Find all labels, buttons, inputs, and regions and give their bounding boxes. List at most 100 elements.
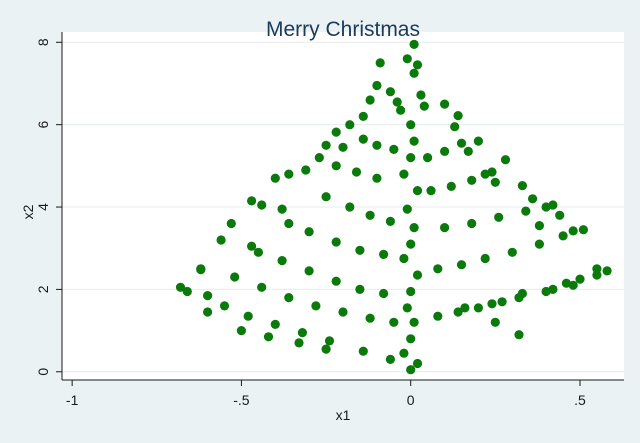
data-point — [406, 334, 416, 344]
data-point — [487, 299, 497, 309]
data-point — [247, 241, 257, 251]
data-point — [277, 204, 287, 214]
data-point — [372, 173, 382, 183]
data-point — [456, 260, 467, 270]
data-point — [534, 221, 545, 231]
data-point — [338, 307, 348, 317]
y-axis-ticks: 0 2 4 6 8 — [35, 38, 62, 376]
data-point — [409, 39, 419, 50]
data-point — [463, 146, 473, 156]
data-point — [203, 307, 213, 317]
data-point — [507, 247, 517, 257]
data-point — [423, 153, 433, 163]
data-point — [487, 167, 497, 177]
data-point — [196, 265, 206, 275]
y-tick-label: 6 — [35, 121, 51, 129]
data-point — [555, 210, 565, 220]
data-point — [385, 216, 395, 226]
data-point — [331, 237, 341, 247]
data-point — [203, 291, 213, 301]
data-point — [358, 134, 368, 144]
data-point — [375, 58, 385, 68]
x-axis-ticks: -1 -.5 0 .5 — [66, 380, 586, 408]
data-point — [331, 161, 341, 171]
plot-region-background — [62, 32, 624, 380]
data-point — [230, 272, 240, 282]
data-point — [412, 358, 423, 369]
data-point — [389, 144, 399, 154]
data-point — [490, 317, 500, 327]
data-point — [528, 194, 538, 204]
chart-title: Merry Christmas — [266, 18, 420, 41]
data-point — [575, 274, 585, 284]
data-point — [592, 270, 602, 280]
data-point — [257, 200, 267, 210]
data-point — [284, 218, 294, 229]
data-point — [409, 68, 419, 78]
data-point — [440, 223, 450, 233]
x-tick-label: -.5 — [233, 392, 250, 408]
data-point — [473, 136, 483, 146]
data-point — [270, 173, 280, 183]
data-point — [365, 313, 375, 323]
data-point — [500, 155, 511, 165]
data-point — [219, 301, 230, 311]
data-point — [304, 266, 314, 276]
data-point — [460, 303, 470, 313]
data-point — [534, 239, 545, 249]
data-point — [412, 270, 423, 280]
data-point — [446, 181, 456, 191]
data-point — [467, 175, 477, 185]
data-point — [385, 87, 395, 97]
data-point — [406, 365, 416, 375]
data-point — [284, 293, 294, 303]
data-points — [175, 39, 612, 375]
data-point — [548, 200, 558, 210]
data-point — [402, 204, 412, 214]
data-point — [558, 231, 568, 241]
data-point — [426, 186, 436, 196]
data-point — [453, 111, 463, 121]
data-point — [514, 330, 524, 340]
x-tick-label: -1 — [66, 392, 79, 408]
data-point — [263, 332, 274, 342]
data-point — [568, 226, 578, 236]
data-point — [406, 239, 416, 249]
data-point — [494, 212, 504, 222]
data-point — [521, 206, 531, 216]
data-point — [497, 297, 507, 307]
data-point — [358, 346, 368, 356]
data-point — [453, 307, 463, 317]
gridlines — [62, 41, 624, 373]
data-point — [473, 303, 483, 313]
y-tick-label: 0 — [35, 368, 51, 376]
data-point — [440, 99, 450, 109]
data-point — [379, 249, 389, 259]
data-point — [392, 97, 402, 107]
data-point — [314, 153, 324, 163]
data-point — [355, 245, 365, 255]
data-point — [419, 101, 429, 111]
data-point — [379, 288, 389, 299]
data-point — [409, 223, 419, 233]
data-point — [277, 256, 287, 266]
data-point — [541, 286, 551, 297]
data-point — [345, 202, 355, 212]
data-point — [247, 196, 257, 206]
data-point — [402, 54, 412, 64]
data-point — [517, 181, 528, 191]
x-tick-label: .5 — [574, 392, 586, 408]
data-point — [490, 177, 500, 187]
data-point — [399, 348, 409, 358]
data-point — [297, 328, 307, 338]
data-point — [182, 286, 192, 297]
data-point — [456, 138, 467, 148]
data-point — [409, 136, 419, 146]
data-point — [304, 227, 314, 237]
data-point — [321, 344, 331, 354]
data-point — [433, 311, 443, 321]
data-point — [396, 105, 406, 115]
data-point — [416, 90, 426, 100]
data-point — [324, 336, 335, 346]
